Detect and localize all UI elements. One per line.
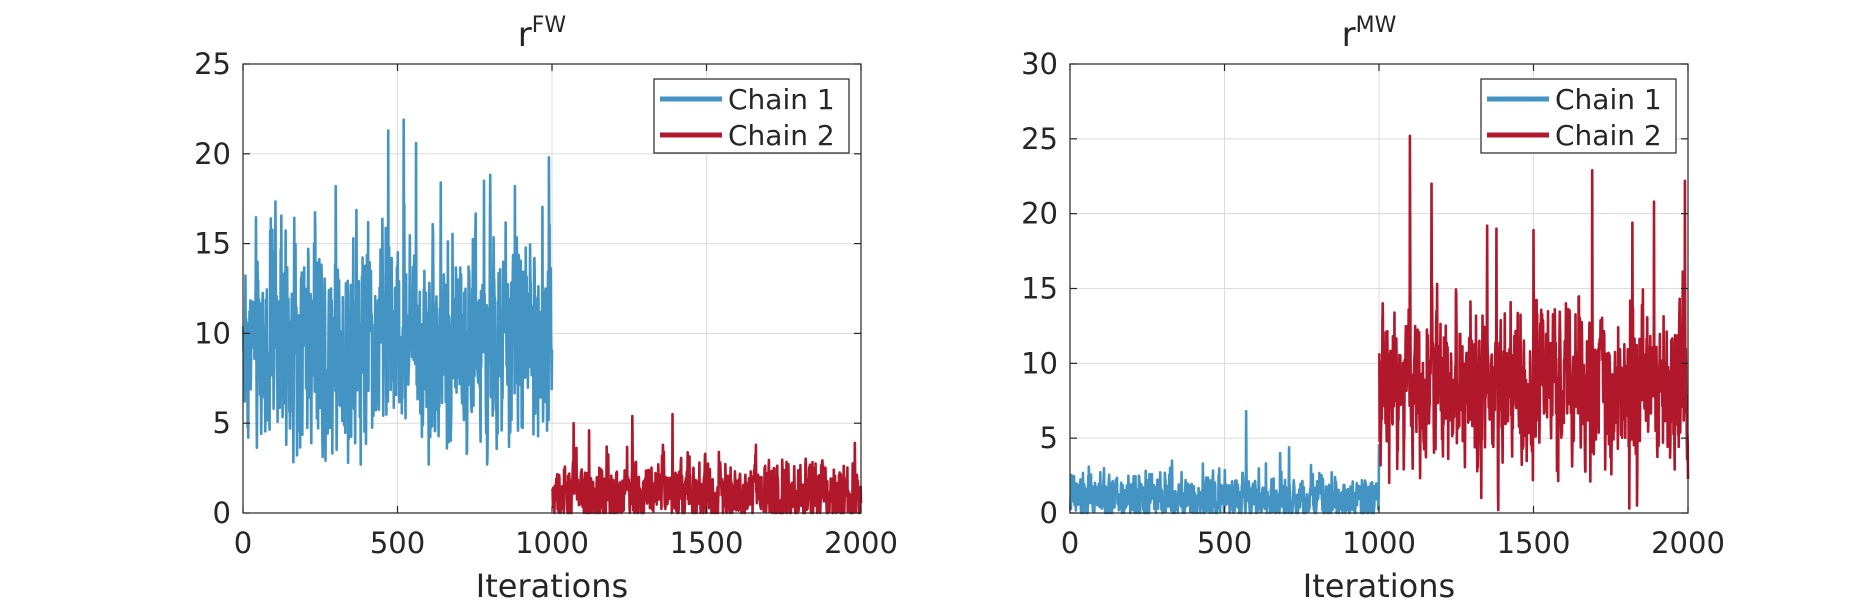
series-line-chain-2 (551, 412, 863, 515)
chart-title-superscript: MW (1356, 13, 1397, 38)
legend-box (1480, 78, 1677, 154)
chart-title-superscript: FW (532, 13, 567, 38)
x-tick-label: 500 (370, 526, 425, 560)
chart-title-base: r (1342, 15, 1356, 55)
legend: Chain 1 Chain 2 (653, 78, 850, 154)
y-tick-label: 15 (194, 227, 231, 261)
axis-ticks: 0 500 1000 1500 2000 0 5 10 15 20 25 30 (1021, 47, 1725, 560)
x-tick-label: 1500 (1497, 526, 1571, 560)
chart-title-base: r (518, 15, 532, 55)
chart-panel-mw: 0 500 1000 1500 2000 0 5 10 15 20 25 30 rMW Iterati… (1021, 13, 1725, 605)
y-tick-label: 10 (194, 316, 231, 350)
x-tick-label: 1500 (670, 526, 744, 560)
y-tick-label: 0 (213, 496, 231, 530)
axis-ticks: 0 500 1000 1500 2000 0 5 10 15 20 25 (194, 47, 898, 560)
x-tick-label: 2000 (1651, 526, 1725, 560)
chart-title: rFW (518, 13, 567, 55)
x-axis-label: Iterations (476, 567, 628, 605)
x-tick-label: 500 (1197, 526, 1252, 560)
x-tick-label: 0 (234, 526, 252, 560)
y-tick-label: 30 (1021, 47, 1058, 81)
x-tick-label: 2000 (824, 526, 898, 560)
x-axis-label: Iterations (1303, 567, 1455, 605)
legend-label-chain-1: Chain 1 (728, 83, 835, 116)
y-tick-label: 20 (1021, 197, 1058, 231)
y-tick-label: 10 (1021, 346, 1058, 380)
series-layer (242, 118, 863, 515)
series-line-chain-2 (1378, 134, 1690, 512)
series-layer (1069, 134, 1690, 515)
y-tick-label: 25 (194, 47, 231, 81)
chart-panel-fw: 0 500 1000 1500 2000 0 5 10 15 20 25 rFW Iteration… (194, 13, 898, 605)
x-tick-label: 0 (1061, 526, 1079, 560)
y-tick-label: 0 (1040, 496, 1058, 530)
y-tick-label: 5 (213, 406, 231, 440)
series-line-chain-1 (1069, 409, 1381, 515)
legend: Chain 1 Chain 2 (1480, 78, 1677, 154)
y-tick-label: 5 (1040, 421, 1058, 455)
x-tick-label: 1000 (515, 526, 589, 560)
x-tick-label: 1000 (1342, 526, 1416, 560)
series-line-chain-1 (242, 118, 554, 466)
legend-label-chain-2: Chain 2 (1555, 119, 1662, 152)
y-tick-label: 25 (1021, 122, 1058, 156)
legend-box (653, 78, 850, 154)
legend-label-chain-1: Chain 1 (1555, 83, 1662, 116)
y-tick-label: 15 (1021, 272, 1058, 306)
y-tick-label: 20 (194, 137, 231, 171)
chart-title: rMW (1342, 13, 1397, 55)
legend-label-chain-2: Chain 2 (728, 119, 835, 152)
